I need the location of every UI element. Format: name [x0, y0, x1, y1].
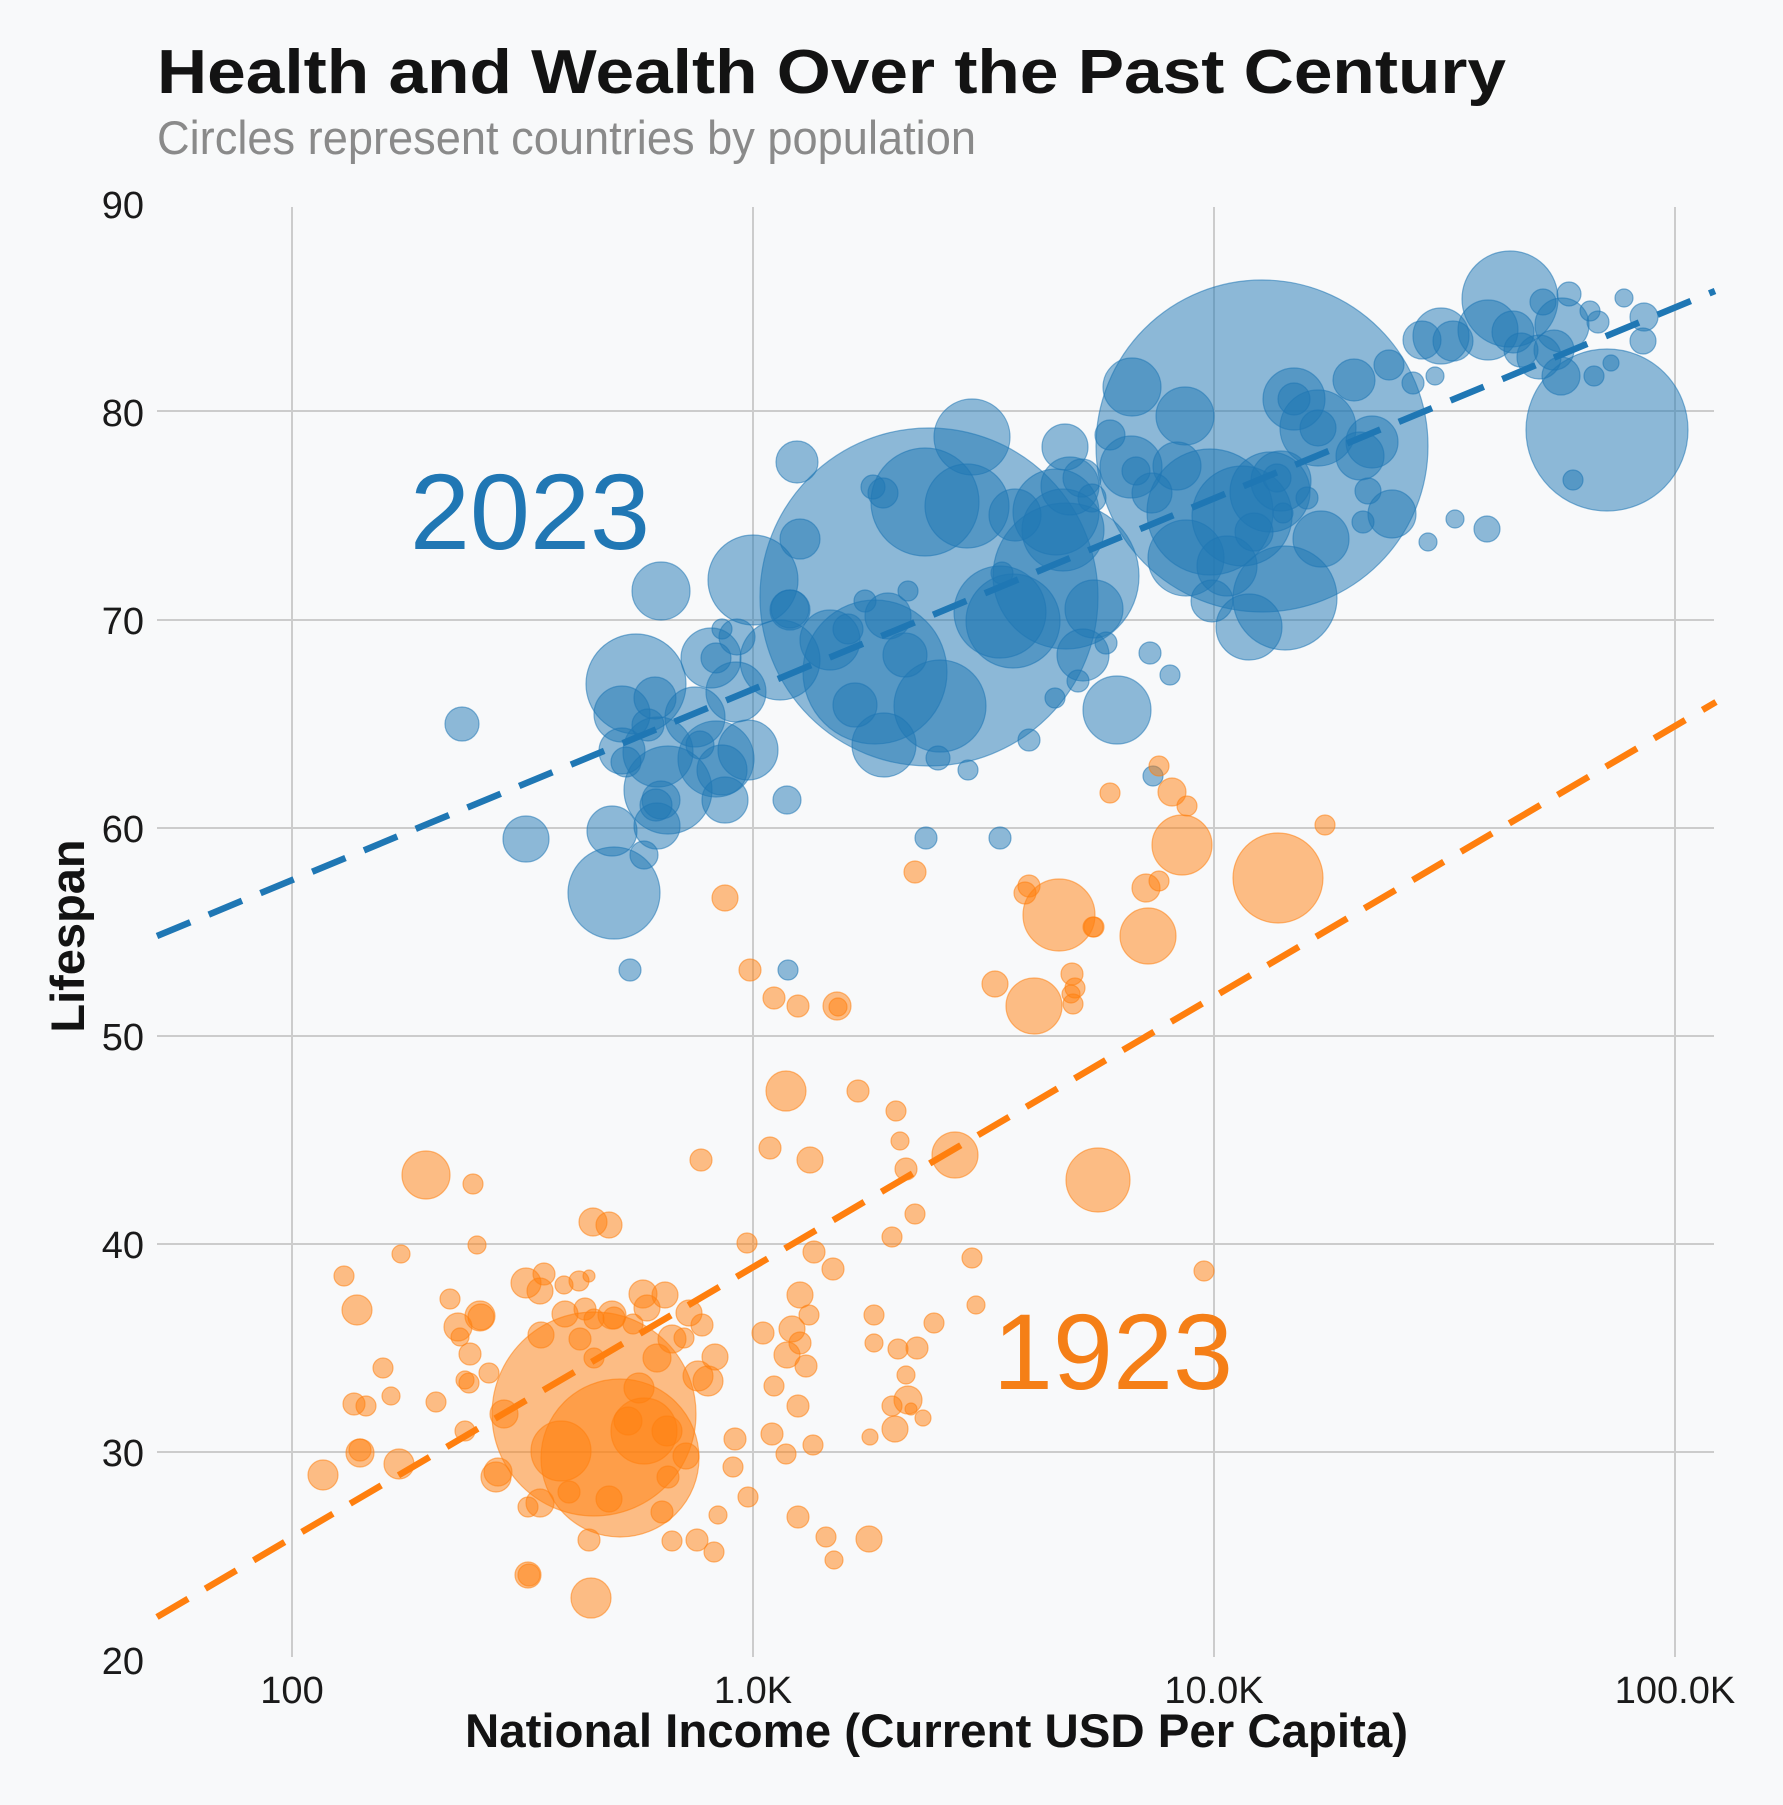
svg-text:50: 50 — [102, 1017, 144, 1059]
svg-text:Lifespan: Lifespan — [41, 839, 94, 1032]
svg-text:40: 40 — [102, 1225, 144, 1267]
svg-text:Health and Wealth Over the Pas: Health and Wealth Over the Past Century — [157, 38, 1507, 107]
svg-text:100: 100 — [260, 1670, 323, 1712]
svg-text:National Income (Current USD P: National Income (Current USD Per Capita) — [465, 1704, 1408, 1757]
svg-text:1923: 1923 — [993, 1291, 1233, 1412]
svg-text:2023: 2023 — [410, 451, 650, 572]
svg-text:90: 90 — [102, 185, 144, 227]
svg-text:Circles represent countries by: Circles represent countries by populatio… — [157, 111, 976, 164]
svg-text:30: 30 — [102, 1433, 144, 1475]
svg-text:1.0K: 1.0K — [714, 1670, 792, 1712]
svg-text:20: 20 — [102, 1641, 144, 1683]
svg-text:60: 60 — [102, 809, 144, 851]
svg-text:10.0K: 10.0K — [1164, 1670, 1263, 1712]
svg-text:100.0K: 100.0K — [1615, 1670, 1735, 1712]
svg-text:80: 80 — [102, 393, 144, 435]
svg-text:70: 70 — [102, 601, 144, 643]
